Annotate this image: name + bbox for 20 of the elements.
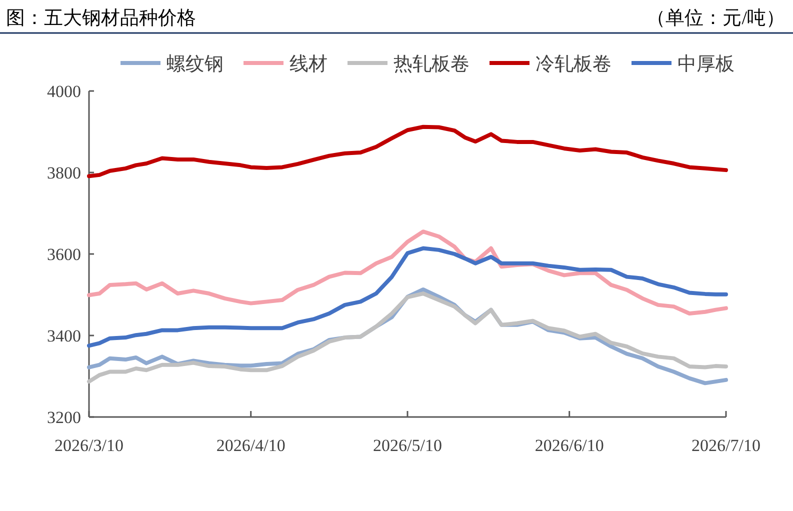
x-tick-label: 2026/7/10 [692, 436, 760, 455]
y-tick-label: 3800 [47, 164, 81, 182]
y-tick-label: 3200 [47, 408, 81, 427]
legend-label: 线材 [290, 54, 328, 75]
y-tick-label: 4000 [47, 82, 81, 101]
line-series [87, 230, 728, 316]
chart-subtitle: （单位：元/吨） [646, 8, 785, 29]
line-series [87, 246, 728, 348]
line-series [87, 124, 728, 178]
y-tick-label: 3400 [47, 326, 81, 346]
legend-label: 中厚板 [678, 54, 734, 75]
y-tick-label: 3600 [47, 245, 81, 264]
legend-label: 螺纹钢 [166, 54, 224, 75]
x-tick-label: 2026/4/10 [216, 436, 286, 455]
x-tick-label: 2026/6/10 [534, 436, 604, 455]
chart-title: 图：五大钢材品种价格 [6, 8, 196, 29]
x-tick-label: 2026/5/10 [373, 436, 442, 455]
legend-label: 热轧板卷 [394, 54, 470, 75]
x-tick-label: 2026/3/10 [54, 436, 124, 455]
legend-label: 冷轧板卷 [536, 54, 612, 75]
